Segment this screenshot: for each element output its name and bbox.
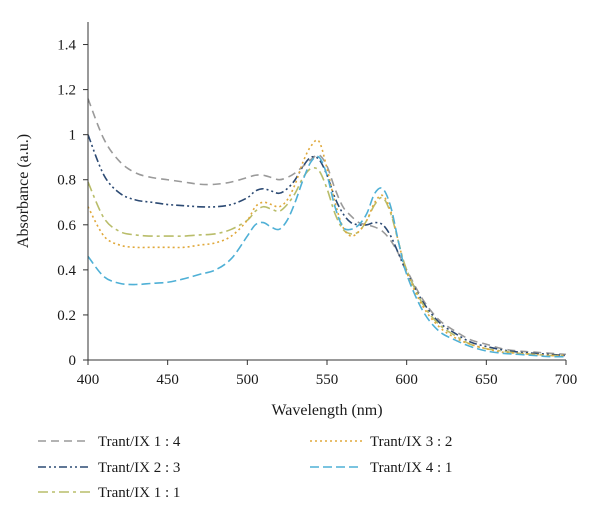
y-tick-label: 0 — [69, 353, 77, 369]
y-tick-label: 1 — [69, 128, 77, 144]
y-tick-label: 0.8 — [57, 173, 76, 189]
legend-label: Trant/IX 1 : 1 — [98, 485, 180, 501]
x-tick-label: 500 — [236, 372, 259, 388]
x-tick-label: 400 — [77, 372, 100, 388]
legend-entry: Trant/IX 2 : 3 — [38, 460, 180, 476]
x-axis-title: Wavelength (nm) — [271, 402, 382, 419]
x-tick-label: 450 — [156, 372, 179, 388]
legend-entry: Trant/IX 1 : 1 — [38, 485, 180, 501]
legend-label: Trant/IX 4 : 1 — [370, 460, 452, 476]
legend-entry: Trant/IX 4 : 1 — [310, 460, 452, 476]
plot-lines — [87, 98, 567, 358]
y-ticks: 0 0.2 0.4 0.6 0.8 1 1.2 1.4 — [57, 38, 88, 369]
legend: Trant/IX 1 : 4 Trant/IX 3 : 2 Trant/IX 2 :… — [38, 434, 452, 501]
y-tick-label: 0.2 — [57, 308, 76, 324]
x-tick-label: 550 — [316, 372, 339, 388]
y-axis-title: Absorbance (a.u.) — [15, 134, 32, 248]
x-tick-label: 600 — [395, 372, 418, 388]
y-tick-label: 1.2 — [57, 83, 76, 99]
y-tick-label: 1.4 — [57, 38, 76, 54]
legend-entry: Trant/IX 3 : 2 — [310, 434, 452, 450]
legend-label: Trant/IX 2 : 3 — [98, 460, 180, 476]
series-line-3 — [87, 166, 567, 357]
legend-label: Trant/IX 1 : 4 — [98, 434, 181, 450]
series-line-5 — [87, 155, 567, 358]
y-tick-label: 0.6 — [57, 218, 76, 234]
y-tick-label: 0.4 — [57, 263, 76, 279]
series-line-4 — [87, 139, 567, 357]
axes — [87, 22, 566, 361]
x-tick-label: 700 — [555, 372, 578, 388]
x-tick-label: 650 — [475, 372, 498, 388]
x-ticks: 400 450 500 550 600 650 700 — [77, 360, 578, 388]
legend-label: Trant/IX 3 : 2 — [370, 434, 452, 450]
series-line-1 — [87, 98, 567, 356]
legend-entry: Trant/IX 1 : 4 — [38, 434, 181, 450]
